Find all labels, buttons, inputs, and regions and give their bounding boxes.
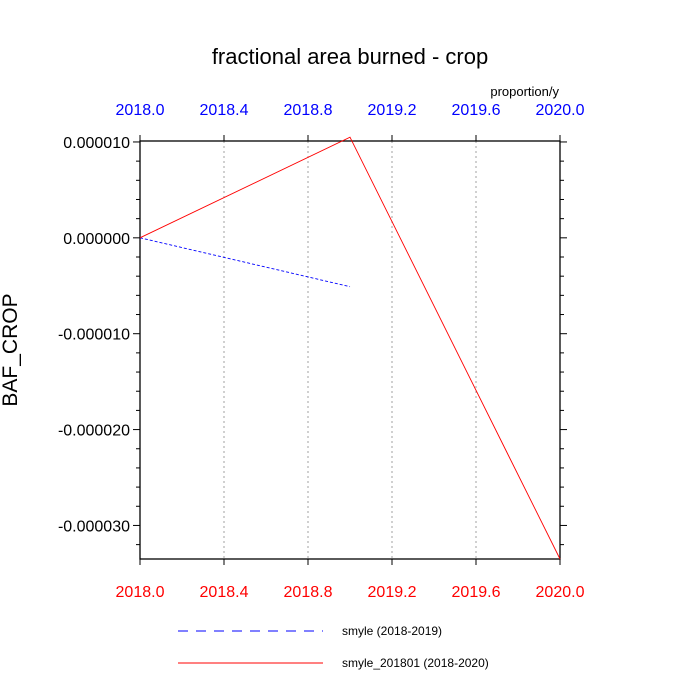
x-tick-label-bottom: 2018.0 — [116, 584, 165, 601]
x-tick-label-top: 2019.6 — [452, 102, 501, 119]
x-tick-label-top: 2018.4 — [200, 102, 249, 119]
y-tick-label: 0.000000 — [63, 231, 130, 248]
legend: smyle (2018-2019) smyle_201801 (2018-2020… — [178, 624, 489, 670]
axes: 0.000010 0.000000 -0.000010 -0.000020 -0.000… — [58, 102, 585, 601]
x-tick-label-bottom: 2020.0 — [536, 584, 585, 601]
x-tick-label-top: 2018.0 — [116, 102, 165, 119]
x-tick-label-top: 2018.8 — [284, 102, 333, 119]
x-tick-label-bottom: 2018.4 — [200, 584, 249, 601]
x-tick-label-bottom: 2019.2 — [368, 584, 417, 601]
x-tick-label-bottom: 2019.6 — [452, 584, 501, 601]
y-axis-label: BAF_CROP — [0, 293, 22, 406]
legend-label-1: smyle (2018-2019) — [342, 624, 442, 638]
gridlines — [223, 141, 477, 559]
y-tick-label: -0.000020 — [58, 423, 130, 440]
x-tick-label-bottom: 2018.8 — [284, 584, 333, 601]
series-line-2 — [139, 136, 561, 560]
series-line-1 — [139, 237, 351, 288]
y-tick-label: 0.000010 — [63, 135, 130, 152]
data-series — [139, 136, 561, 560]
y-tick-label: -0.000010 — [58, 327, 130, 344]
y-tick-label: -0.000030 — [58, 518, 130, 535]
chart-title: fractional area burned - crop — [212, 44, 488, 69]
plot-frame — [139, 140, 561, 560]
units-label: proportion/y — [490, 84, 559, 99]
legend-label-2: smyle_201801 (2018-2020) — [342, 656, 489, 670]
x-tick-label-top: 2020.0 — [536, 102, 585, 119]
x-tick-label-top: 2019.2 — [368, 102, 417, 119]
